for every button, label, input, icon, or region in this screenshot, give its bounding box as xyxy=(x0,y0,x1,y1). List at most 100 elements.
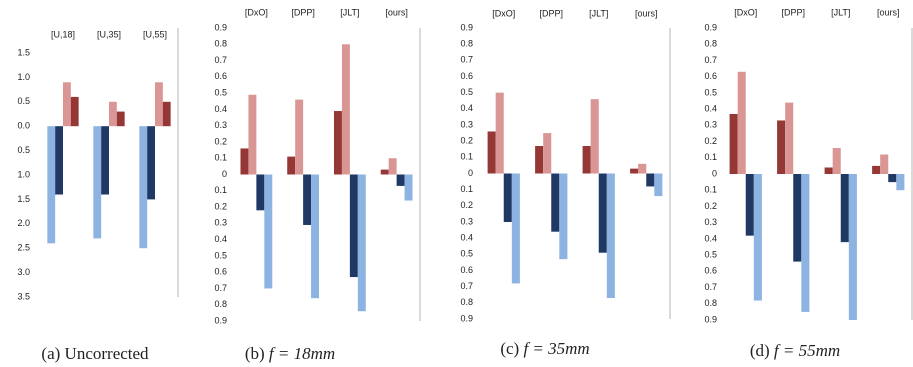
y-tick-label: 0.1 xyxy=(460,184,473,194)
y-tick-label: 0.8 xyxy=(704,39,717,49)
bar xyxy=(729,113,738,174)
bar xyxy=(311,174,320,299)
bar xyxy=(880,154,889,174)
bar xyxy=(404,174,413,201)
caption: (b) f = 18mm xyxy=(245,344,335,363)
caption-math: f = 55mm xyxy=(774,341,840,360)
category-label: [DxO] xyxy=(245,7,268,17)
bar xyxy=(162,101,171,127)
caption-label: (b) xyxy=(245,344,265,363)
y-tick-label: 0.6 xyxy=(214,71,227,81)
y-tick-label: 0.5 xyxy=(214,87,227,97)
y-tick-label: 0.7 xyxy=(214,55,227,65)
y-tick-label: 0.9 xyxy=(704,22,717,32)
y-tick-label: 0 xyxy=(468,168,473,178)
bar xyxy=(240,148,249,175)
bar xyxy=(888,174,897,183)
y-tick-label: 0.8 xyxy=(214,39,227,49)
bar xyxy=(295,99,304,175)
bar xyxy=(388,158,397,175)
bar xyxy=(535,146,544,174)
caption-math: f = 35mm xyxy=(523,339,589,358)
category-label: [U,18] xyxy=(51,29,75,39)
category-label: [ours] xyxy=(877,7,900,17)
y-tick-label: 0.3 xyxy=(704,217,717,227)
bar xyxy=(495,92,504,174)
bar xyxy=(70,96,79,127)
y-tick-label: 0.8 xyxy=(704,298,717,308)
y-tick-label: 0.2 xyxy=(460,200,473,210)
category-label: [DPP] xyxy=(291,7,315,17)
caption-text: Uncorrected xyxy=(65,344,150,363)
y-tick-label: 0.1 xyxy=(704,152,717,162)
category-label: [DPP] xyxy=(539,8,563,18)
y-tick-label: 2.5 xyxy=(17,243,30,253)
bar xyxy=(333,111,342,175)
y-tick-label: 0 xyxy=(222,169,227,179)
bar xyxy=(753,174,762,301)
y-tick-label: 0.5 xyxy=(17,145,30,155)
bar xyxy=(109,101,117,127)
y-tick-label: 3.0 xyxy=(17,267,30,277)
y-tick-label: 0.5 xyxy=(460,249,473,259)
y-tick-label: 0.7 xyxy=(704,55,717,65)
bar xyxy=(598,173,607,253)
bar xyxy=(264,174,273,289)
bar xyxy=(737,71,746,174)
y-tick-label: 0.0 xyxy=(17,121,30,131)
bar xyxy=(341,44,350,175)
y-tick-label: 0.9 xyxy=(460,313,473,323)
bar xyxy=(139,126,148,249)
y-tick-label: 0.2 xyxy=(704,136,717,146)
bar xyxy=(848,174,857,320)
bar xyxy=(777,120,786,174)
category-label: [JLT] xyxy=(831,7,850,17)
y-tick-label: 0.4 xyxy=(214,104,227,114)
y-tick-label: 0.9 xyxy=(460,22,473,32)
y-tick-label: 0.6 xyxy=(460,265,473,275)
bar xyxy=(793,174,802,262)
y-tick-label: 0.3 xyxy=(214,120,227,130)
caption-label: (c) xyxy=(500,339,519,358)
y-tick-label: 0.4 xyxy=(214,234,227,244)
category-label: [U,55] xyxy=(143,29,167,39)
y-tick-label: 0.5 xyxy=(704,87,717,97)
bar xyxy=(357,174,366,312)
bar xyxy=(47,126,56,244)
bar xyxy=(349,174,358,278)
y-tick-label: 0.7 xyxy=(460,55,473,65)
category-label: [DxO] xyxy=(492,8,515,18)
bar xyxy=(116,111,125,127)
y-tick-label: 0.6 xyxy=(214,267,227,277)
y-tick-label: 0.5 xyxy=(17,96,30,106)
y-tick-label: 0.3 xyxy=(460,119,473,129)
y-tick-label: 0.8 xyxy=(214,299,227,309)
bar xyxy=(559,173,568,260)
y-tick-label: 0.9 xyxy=(214,315,227,325)
bar xyxy=(63,82,71,127)
bar xyxy=(93,126,102,239)
bar xyxy=(785,102,794,174)
y-tick-label: 1.5 xyxy=(17,194,30,204)
y-tick-label: 0.6 xyxy=(704,71,717,81)
bar xyxy=(503,173,512,222)
y-tick-label: 0.8 xyxy=(460,297,473,307)
y-tick-label: 0.8 xyxy=(460,39,473,49)
bar xyxy=(590,99,599,174)
y-tick-label: 0.4 xyxy=(460,103,473,113)
y-tick-label: 2.0 xyxy=(17,218,30,228)
category-label: [ours] xyxy=(635,8,658,18)
y-tick-label: 3.5 xyxy=(17,291,30,301)
y-tick-label: 0.9 xyxy=(214,22,227,32)
bar xyxy=(872,165,881,174)
y-tick-label: 0.1 xyxy=(704,185,717,195)
y-tick-label: 0.1 xyxy=(214,185,227,195)
bar xyxy=(147,126,155,200)
category-label: [JLT] xyxy=(589,8,608,18)
bar xyxy=(543,133,552,174)
y-tick-label: 0.7 xyxy=(704,282,717,292)
bar xyxy=(745,174,754,236)
y-tick-label: 0.7 xyxy=(460,281,473,291)
caption: (d) f = 55mm xyxy=(750,341,840,360)
